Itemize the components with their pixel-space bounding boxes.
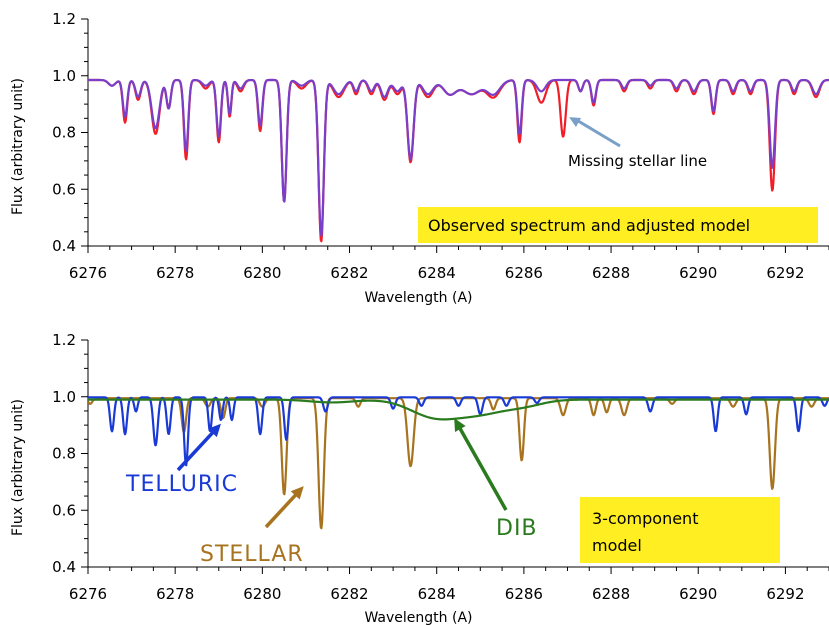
x-tick-label: 6276 (69, 585, 107, 603)
y-tick-label: 0.8 (52, 124, 76, 142)
series-line-dib (88, 398, 829, 421)
y-tick-label: 0.8 (52, 445, 76, 463)
arrowhead-stellar (290, 486, 304, 500)
arrow-dib (456, 424, 508, 511)
legend-box (580, 497, 780, 563)
legend-box-text: Observed spectrum and adjusted model (428, 216, 750, 235)
annotation-missing-stellar-line: Missing stellar line (568, 152, 707, 170)
arrowhead-dib (454, 418, 466, 433)
plot-area (88, 78, 829, 243)
x-tick-label: 6276 (69, 264, 107, 282)
y-tick-label: 1.2 (52, 331, 76, 349)
annotation-arrowhead (569, 117, 582, 128)
arrow-telluric (176, 428, 217, 472)
y-tick-label: 1.2 (52, 10, 76, 28)
y-tick-label: 0.6 (52, 180, 76, 198)
x-axis-title: Wavelength (A) (364, 610, 472, 625)
x-tick-label: 6284 (418, 264, 456, 282)
y-tick-label: 0.4 (52, 558, 76, 576)
series-line-telluric (88, 396, 829, 467)
legend-box-line-2: model (592, 536, 642, 555)
x-tick-label: 6282 (330, 585, 368, 603)
label-dib: DIB (496, 516, 538, 541)
y-tick-label: 0.4 (52, 237, 76, 255)
x-tick-label: 6288 (592, 585, 630, 603)
arrowhead-telluric (207, 423, 221, 438)
top-chart-observed-vs-model: 0.4 0.6 0.8 1.0 1.2 6276 6278 6280 6282 6284 6286 6… (10, 10, 829, 306)
annotation-arrow (574, 117, 621, 148)
label-stellar: STELLAR (200, 542, 304, 567)
legend-box-line-1: 3-component (592, 509, 698, 528)
y-tick-label: 0.6 (52, 501, 76, 519)
arrow-stellar (264, 490, 300, 529)
x-tick-label: 6292 (766, 264, 804, 282)
x-tick-label: 6282 (330, 264, 368, 282)
x-tick-label: 6290 (679, 264, 717, 282)
x-tick-label: 6280 (243, 264, 281, 282)
series-line-model (88, 78, 829, 237)
label-telluric: TELLURIC (125, 472, 238, 497)
x-tick-label: 6278 (156, 585, 194, 603)
legend-box (418, 207, 818, 243)
x-tick-label: 6292 (766, 585, 804, 603)
x-tick-label: 6284 (418, 585, 456, 603)
x-tick-label: 6290 (679, 585, 717, 603)
x-tick-label: 6280 (243, 585, 281, 603)
x-axis-title: Wavelength (A) (364, 290, 472, 306)
x-tick-label: 6286 (505, 585, 543, 603)
plot-area (88, 396, 829, 530)
y-tick-label: 1.0 (52, 67, 76, 85)
y-axis-title: Flux (arbitrary unit) (10, 399, 26, 536)
x-tick-label: 6288 (592, 264, 630, 282)
x-tick-label: 6286 (505, 264, 543, 282)
y-axis-title: Flux (arbitrary unit) (10, 78, 26, 215)
bottom-chart-three-components: 0.4 0.6 0.8 1.0 1.2 6276 6278 6280 6282 6284 6286 6… (10, 331, 829, 625)
y-tick-label: 1.0 (52, 388, 76, 406)
x-tick-label: 6278 (156, 264, 194, 282)
